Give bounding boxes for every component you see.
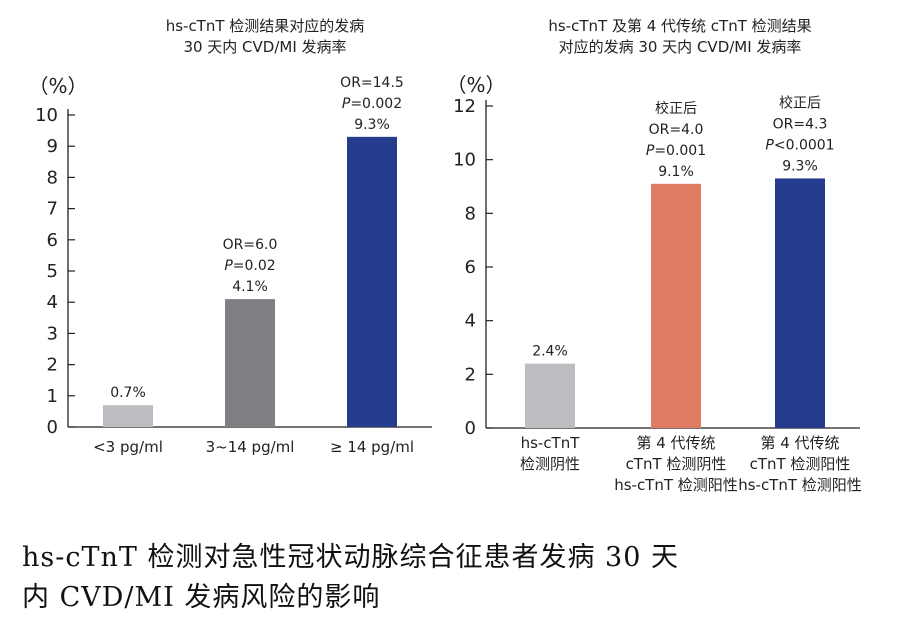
right-y-tick-label: 0 xyxy=(465,418,476,439)
right-y-tick-label: 2 xyxy=(465,364,476,385)
left-bar-2-annotation: P=0.02 xyxy=(224,258,275,274)
left-bar-1 xyxy=(103,405,153,427)
right-y-tick-label: 4 xyxy=(465,311,476,332)
left-bar-3 xyxy=(347,136,397,427)
left-y-unit-label: （%） xyxy=(28,74,87,98)
right-bar-3-annotation: P<0.0001 xyxy=(765,137,834,153)
right-category-label-3: 第 4 代传统 xyxy=(760,434,839,452)
left-category-label-2: 3~14 pg/ml xyxy=(206,438,295,456)
left-bar-2 xyxy=(225,299,275,427)
right-bar-1 xyxy=(525,363,575,428)
figure-caption-line-1: hs-cTnT 检测对急性冠状动脉综合征患者发病 30 天 xyxy=(22,542,679,573)
left-y-tick-label: 7 xyxy=(47,199,58,220)
right-bar-3 xyxy=(775,178,825,428)
left-y-tick-label: 4 xyxy=(47,292,58,313)
right-bar-3-annotation: 校正后 xyxy=(779,94,821,111)
right-chart-title: hs-cTnT 及第 4 代传统 cTnT 检测结果 对应的发病 30 天内 C… xyxy=(500,16,860,58)
right-bar-3-annotation: OR=4.3 xyxy=(773,116,828,132)
figure-caption-line-2: 内 CVD/MI 发病风险的影响 xyxy=(22,582,381,613)
right-bar-2-annotation: 校正后 xyxy=(655,100,697,117)
left-bar-3-annotation: 9.3% xyxy=(354,117,390,133)
right-category-label-1: 检测阴性 xyxy=(520,455,580,473)
left-y-tick-label: 1 xyxy=(47,386,58,407)
right-y-unit-label: （%） xyxy=(446,73,505,97)
right-bar-2-annotation: OR=4.0 xyxy=(649,122,704,138)
right-y-tick-label: 8 xyxy=(465,203,476,224)
right-chart-title-line-1: hs-cTnT 及第 4 代传统 cTnT 检测结果 xyxy=(548,17,812,35)
right-y-tick-label: 10 xyxy=(453,150,476,171)
left-y-tick-label: 2 xyxy=(47,355,58,376)
right-chart-title-line-2: 对应的发病 30 天内 CVD/MI 发病率 xyxy=(558,38,802,56)
left-y-tick-label: 6 xyxy=(47,230,58,251)
left-y-tick-label: 5 xyxy=(47,261,58,282)
left-chart-title: hs-cTnT 检测结果对应的发病 30 天内 CVD/MI 发病率 xyxy=(85,16,445,58)
left-bar-3-annotation: P=0.002 xyxy=(342,96,402,112)
left-bar-3-annotation: OR=14.5 xyxy=(340,75,404,91)
right-category-label-2: hs-cTnT 检测阳性 xyxy=(614,476,738,494)
right-category-label-2: 第 4 代传统 xyxy=(636,434,715,452)
right-bar-2-annotation: 9.1% xyxy=(658,164,694,180)
left-bar-2-annotation: OR=6.0 xyxy=(223,237,278,253)
right-bar-3-annotation: 9.3% xyxy=(782,158,818,174)
right-y-tick-label: 12 xyxy=(453,96,476,117)
left-chart-title-line-1: hs-cTnT 检测结果对应的发病 xyxy=(165,17,365,35)
figure-caption: hs-cTnT 检测对急性冠状动脉综合征患者发病 30 天 内 CVD/MI 发… xyxy=(22,538,892,618)
left-y-tick-label: 3 xyxy=(47,323,58,344)
left-y-tick-label: 9 xyxy=(47,136,58,157)
left-y-tick-label: 0 xyxy=(47,417,58,438)
right-y-tick-label: 6 xyxy=(465,257,476,278)
left-y-tick-label: 10 xyxy=(35,105,58,126)
right-category-label-1: hs-cTnT xyxy=(521,434,581,452)
right-bar-2 xyxy=(651,183,701,428)
left-y-tick-label: 8 xyxy=(47,167,58,188)
right-category-label-2: cTnT 检测阴性 xyxy=(626,455,727,473)
left-bar-1-annotation: 0.7% xyxy=(110,385,146,401)
left-category-label-3: ≥ 14 pg/ml xyxy=(330,438,414,456)
left-chart-title-line-2: 30 天内 CVD/MI 发病率 xyxy=(183,38,347,56)
left-category-label-1: <3 pg/ml xyxy=(93,438,163,456)
left-bar-2-annotation: 4.1% xyxy=(232,279,268,295)
right-bar-1-annotation: 2.4% xyxy=(532,344,568,360)
right-category-label-3: hs-cTnT 检测阳性 xyxy=(738,476,862,494)
right-bar-2-annotation: P=0.001 xyxy=(646,143,706,159)
right-category-label-3: cTnT 检测阳性 xyxy=(750,455,851,473)
